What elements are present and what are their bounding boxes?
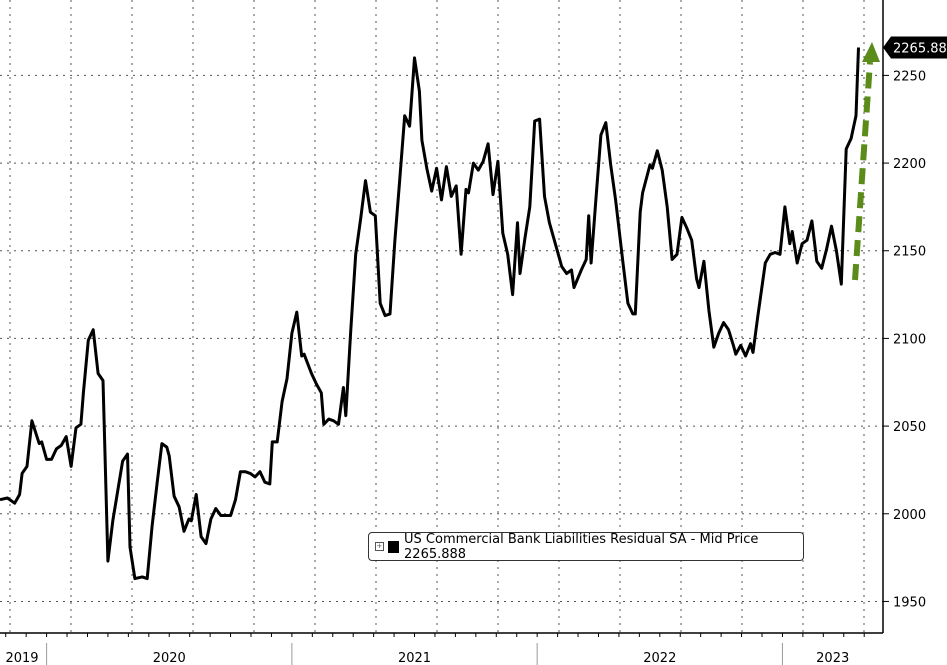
y-tick-label: 2050	[893, 420, 926, 435]
y-tick-label: 1950	[893, 595, 926, 610]
arrow-shaft	[852, 61, 873, 281]
last-value-label-background	[883, 36, 947, 59]
x-tick-label: 2021	[398, 651, 431, 665]
expand-icon[interactable]: +	[375, 542, 384, 551]
legend-swatch	[387, 540, 400, 553]
x-tick-label: 2023	[816, 651, 849, 665]
x-tick-label: 2019	[5, 651, 38, 665]
x-axis-ticks: 2019 2020 2021 2022 2023	[5, 633, 865, 665]
x-tick-label: 2020	[153, 651, 186, 665]
last-value-label-text: 2265.888	[893, 42, 947, 57]
x-tick-label: 2022	[643, 651, 676, 665]
y-tick-label: 2100	[893, 332, 926, 347]
legend: + US Commercial Bank Liabilities Residua…	[368, 531, 804, 562]
y-tick-label: 2000	[893, 508, 926, 523]
series-line	[0, 47, 860, 581]
arrow-head	[862, 42, 880, 62]
y-tick-label: 2250	[893, 69, 926, 84]
y-axis-ticks: 1950 2000 2050 2100 2150 2200 2250	[883, 69, 926, 610]
y-tick-label: 2150	[893, 245, 926, 260]
last-value-label: 2265.888	[883, 36, 947, 59]
up-arrow-annotation	[852, 42, 880, 281]
axes	[0, 0, 884, 634]
y-tick-label: 2200	[893, 157, 926, 172]
legend-label: US Commercial Bank Liabilities Residual …	[404, 531, 759, 562]
